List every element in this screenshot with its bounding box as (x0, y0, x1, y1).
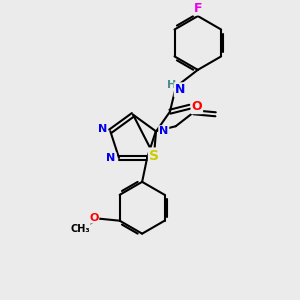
Text: S: S (149, 148, 159, 163)
Text: O: O (89, 213, 98, 223)
Text: O: O (191, 100, 202, 113)
Text: N: N (175, 83, 185, 96)
Text: N: N (98, 124, 107, 134)
Text: H: H (167, 80, 176, 90)
Text: CH₃: CH₃ (70, 224, 90, 234)
Text: N: N (159, 126, 168, 136)
Text: F: F (194, 2, 202, 15)
Text: N: N (106, 153, 116, 163)
